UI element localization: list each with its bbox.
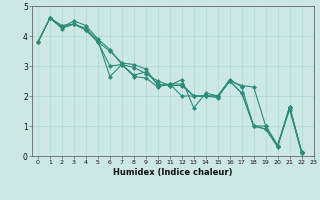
X-axis label: Humidex (Indice chaleur): Humidex (Indice chaleur) (113, 168, 233, 177)
